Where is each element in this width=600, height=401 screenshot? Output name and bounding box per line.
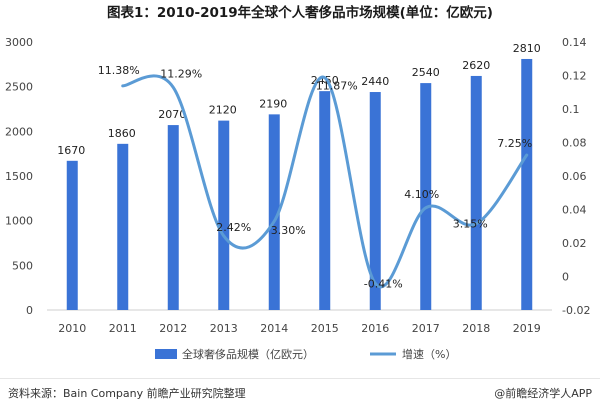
y-left-tick-label: 3000 [5, 36, 33, 49]
bar [319, 91, 331, 310]
y-right-tick-label: 0 [562, 271, 569, 284]
y-right-tick-label: 0.08 [562, 137, 587, 150]
bar [521, 58, 533, 311]
chart-title: 图表1：2010-2019年全球个人奢侈品市场规模(单位：亿欧元) [107, 5, 493, 21]
bar-value-label: 2540 [412, 66, 440, 79]
growth-value-label: 11.38% [98, 64, 140, 77]
x-tick-label: 2015 [311, 322, 339, 335]
bar [470, 75, 482, 311]
bar-value-label: 2440 [361, 75, 389, 88]
y-left-tick-label: 1500 [5, 170, 33, 183]
legend-bar-label: 全球奢侈品规模（亿欧元） [182, 347, 314, 361]
bar-value-label: 1670 [57, 144, 85, 157]
y-right-tick-label: 0.02 [562, 237, 587, 250]
growth-line [121, 74, 529, 289]
bar-value-label: 2810 [513, 42, 541, 55]
x-tick-label: 2017 [412, 322, 440, 335]
bar-value-label: 1860 [108, 127, 136, 140]
growth-value-label: -0.41% [364, 277, 403, 290]
bar-value-label: 2620 [462, 59, 490, 72]
y-left-tick-label: 2000 [5, 125, 33, 138]
bar-value-label: 2120 [209, 104, 237, 117]
brand-credit: @前瞻经济学人APP [494, 387, 592, 400]
bar [66, 160, 78, 310]
growth-value-label: 7.25% [497, 137, 532, 150]
bar-value-label: 2070 [158, 108, 186, 121]
bar-value-label: 2190 [259, 97, 287, 110]
y-right-tick-label: 0.12 [562, 70, 587, 83]
x-tick-label: 2010 [58, 322, 86, 335]
y-left-tick-label: 2500 [5, 81, 33, 94]
x-tick-label: 2011 [109, 322, 137, 335]
bar [218, 120, 230, 310]
x-tick-label: 2012 [159, 322, 187, 335]
footer: 资料来源：Bain Company 前瞻产业研究院整理 @前瞻经济学人APP [0, 378, 600, 401]
bar [420, 83, 432, 311]
x-tick-label: 2019 [513, 322, 541, 335]
bar [369, 92, 381, 310]
y-left-tick-label: 0 [26, 304, 33, 317]
y-right-tick-label: 0.04 [562, 204, 587, 217]
bar [268, 114, 280, 310]
y-right-tick-label: 0.06 [562, 170, 587, 183]
y-left-tick-label: 1000 [5, 215, 33, 228]
x-tick-label: 2014 [260, 322, 288, 335]
source-note: 资料来源：Bain Company 前瞻产业研究院整理 [8, 387, 246, 400]
x-tick-label: 2016 [361, 322, 389, 335]
y-right-tick-label: -0.02 [562, 304, 590, 317]
y-right-tick-label: 0.1 [562, 103, 580, 116]
legend-bar-swatch [155, 349, 177, 359]
y-left-tick-label: 500 [12, 259, 33, 272]
bar [167, 125, 179, 310]
growth-value-label: 3.15% [453, 218, 488, 231]
growth-value-label: 11.29% [160, 67, 202, 80]
bar-value-label: 2450 [311, 74, 339, 87]
chart-canvas: 0 500 1000 1500 2000 2500 3000 -0.02 0 0.02 0.04 0.… [5, 36, 590, 361]
growth-value-label: 2.42% [216, 221, 251, 234]
growth-value-label: 3.30% [271, 224, 306, 237]
growth-value-label: 4.10% [404, 188, 439, 201]
x-tick-label: 2018 [462, 322, 490, 335]
x-tick-label: 2013 [210, 322, 238, 335]
growth-value-label: 11.87% [316, 80, 358, 93]
legend-line-label: 增速（%） [402, 347, 456, 361]
y-right-tick-label: 0.14 [562, 36, 587, 49]
bar [117, 143, 129, 310]
